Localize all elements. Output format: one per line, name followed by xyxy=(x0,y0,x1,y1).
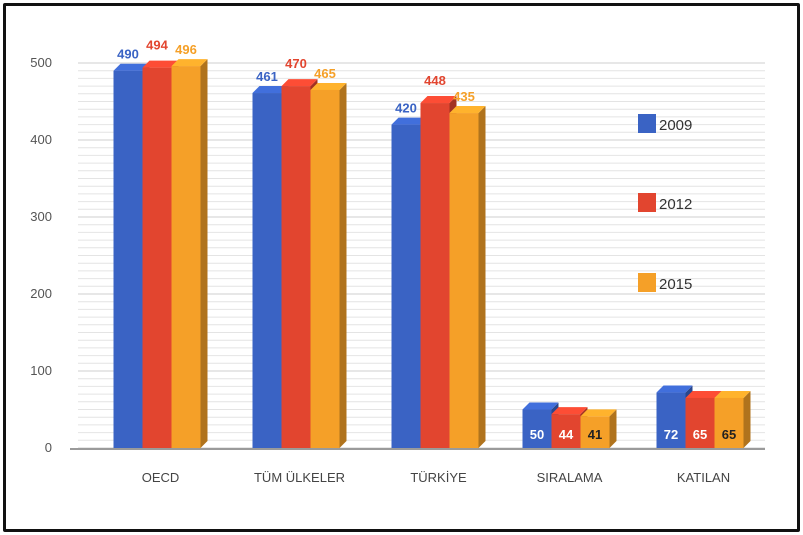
bar-side xyxy=(609,409,617,448)
bar-top xyxy=(449,106,486,114)
data-label: 44 xyxy=(559,427,574,442)
y-tick-label: 100 xyxy=(30,363,52,378)
data-label: 420 xyxy=(395,101,417,116)
category-label: KATILAN xyxy=(677,470,730,485)
y-tick-label: 500 xyxy=(30,55,52,70)
bar-top xyxy=(685,390,722,398)
bar xyxy=(391,124,421,448)
bar xyxy=(522,409,552,448)
category-label: OECD xyxy=(142,470,180,485)
bar xyxy=(252,93,282,448)
y-tick-label: 200 xyxy=(30,286,52,301)
legend-swatch xyxy=(638,114,656,133)
bar xyxy=(449,113,479,449)
legend-swatch xyxy=(638,193,656,212)
bar-top xyxy=(171,59,208,67)
bar-top xyxy=(551,407,588,415)
bar-top xyxy=(252,86,289,94)
data-label: 65 xyxy=(722,427,736,442)
legend-swatch xyxy=(638,273,656,292)
bar xyxy=(310,89,340,448)
y-tick-label: 300 xyxy=(30,209,52,224)
bar xyxy=(281,86,311,448)
bar-top xyxy=(310,82,347,90)
axes: 0 100 200 300 400 500 OECD TÜM ÜLKELER TÜRKİYE SI… xyxy=(30,55,765,485)
bars xyxy=(113,59,751,449)
bar xyxy=(714,397,744,448)
bar xyxy=(551,414,581,448)
legend-label: 2009 xyxy=(659,117,692,134)
data-label: 496 xyxy=(175,42,197,57)
data-label: 50 xyxy=(530,427,544,442)
bar-side xyxy=(743,390,751,448)
data-label: 490 xyxy=(117,47,139,62)
data-label: 72 xyxy=(664,427,678,442)
bar-top xyxy=(656,385,693,393)
category-label: TÜRKİYE xyxy=(410,470,467,485)
bar xyxy=(656,392,686,448)
y-tick-label: 0 xyxy=(45,440,52,455)
bar-top xyxy=(714,390,751,398)
bar-side xyxy=(339,82,347,448)
legend-label: 2015 xyxy=(659,276,692,293)
bar-top xyxy=(420,96,457,104)
category-label: TÜM ÜLKELER xyxy=(254,470,345,485)
bar xyxy=(142,67,172,449)
legend-label: 2012 xyxy=(659,196,692,213)
value-labels: 490 494 496 461 470 465 420 448 435 50 44 41 72 65 65 xyxy=(117,38,736,442)
bar xyxy=(171,66,201,448)
bar-side xyxy=(200,59,208,448)
legend: 2009 2012 2015 xyxy=(638,114,692,293)
bar-top xyxy=(281,79,318,87)
bar xyxy=(685,397,715,448)
category-label: SIRALAMA xyxy=(537,470,603,485)
bar-top xyxy=(142,60,179,68)
bar xyxy=(113,70,143,448)
data-label: 65 xyxy=(693,427,707,442)
data-label: 494 xyxy=(146,38,168,53)
bar-top xyxy=(580,409,617,417)
bar-top xyxy=(391,117,428,125)
bar-side xyxy=(478,106,486,449)
bar xyxy=(420,103,450,448)
data-label: 465 xyxy=(314,66,336,81)
data-label: 435 xyxy=(453,89,475,104)
bar-top xyxy=(113,63,150,71)
data-label: 461 xyxy=(256,69,278,84)
data-label: 470 xyxy=(285,56,307,71)
bar-top xyxy=(522,402,559,410)
bar xyxy=(580,416,610,448)
y-tick-label: 400 xyxy=(30,132,52,147)
data-label: 41 xyxy=(588,427,602,442)
data-label: 448 xyxy=(424,73,446,88)
